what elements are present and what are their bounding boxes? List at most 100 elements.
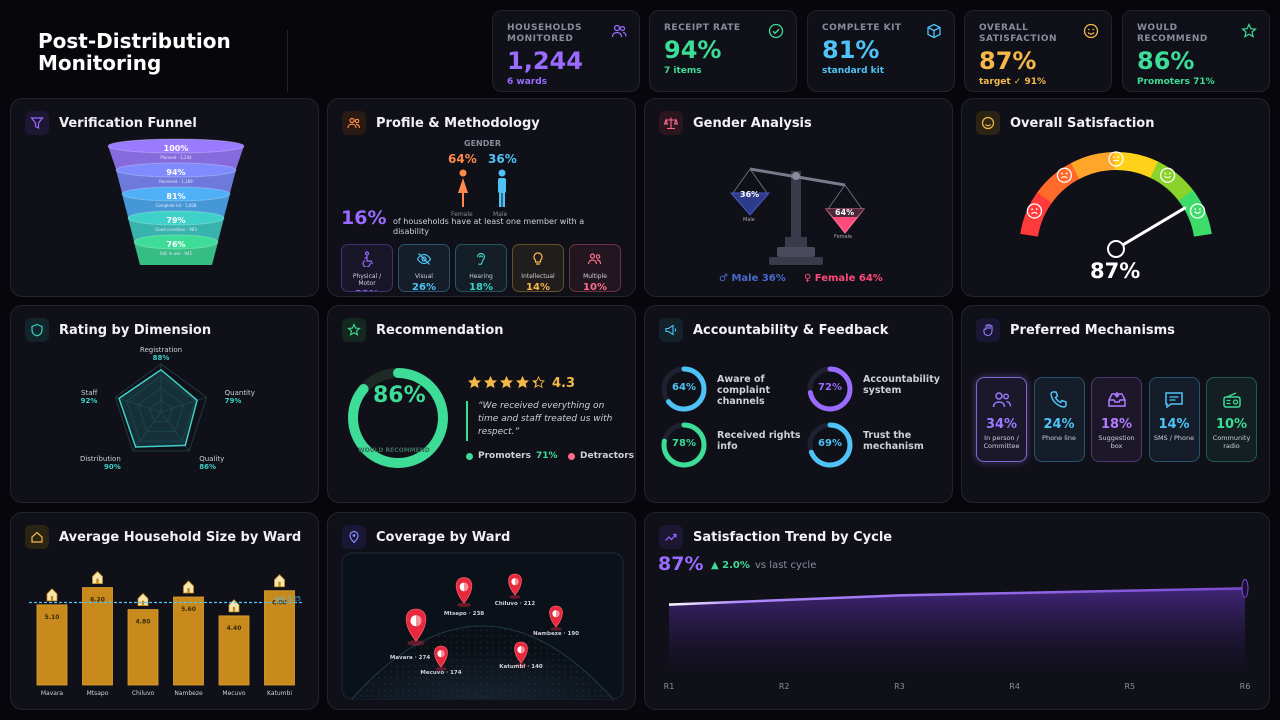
disability-pct: 16% [341,207,387,229]
preferred-mechanisms-card: Preferred Mechanisms 34% In person / Comm… [961,305,1270,503]
category-label: Mecuvo [222,690,246,697]
promoters-value: 71% [535,451,558,461]
male-pan-label: Male [743,217,755,223]
bar [36,604,68,686]
kpi-complete-kit: COMPLETE KIT 81% standard kit [807,10,955,92]
mechanism-label: In person / Committee [983,434,1020,450]
kpi-label: HOUSEHOLDS MONITORED [507,23,582,44]
disability-tile: Multiple 10% [569,244,621,292]
mechanism-tile[interactable]: 18% Suggestion box [1091,377,1142,462]
home-icon [25,525,49,549]
detractors-label: Detractors [580,451,635,461]
star-icon [500,376,513,389]
promoters-dot [466,452,473,460]
gauge-face-icon [1159,167,1176,183]
card-title: Rating by Dimension [59,322,212,338]
trend-delta: ▲ 2.0% [711,560,750,571]
map-pin-icon [342,525,366,549]
radar-axis-name: Staff [81,389,97,397]
card-title: Satisfaction Trend by Cycle [693,529,893,545]
accountability-item: 64% Aware of complaint channels [659,364,804,414]
radio-icon [1222,392,1241,408]
accountability-item: 69% Trust the mechanism [805,420,950,470]
house-icon [137,593,149,606]
gauge-segment [1178,189,1212,237]
page-title-line1: Post-Distribution [38,29,231,53]
progress-ring [661,366,707,412]
scale-icon [659,111,683,135]
funnel-pct: 94% [166,168,185,177]
trend-x-label: R4 [1009,682,1020,691]
satisfaction-trend-card: Satisfaction Trend by Cycle 87% ▲ 2.0% v… [644,512,1270,710]
house-icon [183,580,194,594]
phone-icon [1050,391,1067,408]
funnel-stage: 81% Complete kit · 1,008 [121,186,231,217]
funnel-stage: 79% Good condition · 983 [127,210,225,241]
map-pin-label: Nambeze · 190 [533,631,579,637]
kpi-label: WOULD RECOMMEND [1137,23,1208,44]
funnel-chart: 100% Planned · 1,244 94% Received · 1,169 81… [107,138,245,265]
smile-icon [1083,23,1099,39]
house-icon [274,574,285,588]
funnel-pct: 79% [166,216,185,225]
bar [173,596,204,686]
funnel-stage: 76% Still in use · 945 [133,234,219,265]
gauge-hub [1107,240,1125,258]
map-pin-label: Mecuvo · 174 [420,670,461,676]
gender-analysis-card: Gender Analysis 36% Male 64% Female ♂ Ma… [644,98,953,297]
star-icon [484,376,497,389]
category-label: Mtsapo [87,690,109,697]
box-icon [927,23,941,39]
disability-tile-label: Physical / Motor [352,273,382,287]
map-pin-icon[interactable] [434,645,448,671]
map-pin-label: Katumbi · 140 [499,664,543,670]
detractors-legend: Detractors [568,451,634,461]
mechanism-value: 18% [1100,417,1133,432]
map-pin-icon[interactable] [514,641,528,667]
kpi-value: 81% [822,36,880,64]
mechanism-tile[interactable]: 10% Community radio [1206,377,1257,462]
trend-x-label: R6 [1240,682,1251,691]
map-pin-icon[interactable] [508,573,522,599]
kpi-receipt-rate: RECEIPT RATE 94% 7 items [649,10,797,92]
header-divider [287,30,288,92]
map-pin-icon[interactable] [455,577,473,608]
rating-value: 4.3 [552,376,576,391]
radar-grid-ring [114,363,208,452]
house-icon [46,588,58,602]
mechanism-value: 10% [1215,417,1248,432]
radar-axis-value: 86% [199,463,216,471]
mechanism-tile[interactable]: 24% Phone line [1033,377,1085,462]
mechanism-tile[interactable]: 34% In person / Committee [976,377,1027,462]
accountability-label: Trust the mechanism [863,430,924,452]
satisfaction-gauge [1020,151,1212,258]
people-icon [342,111,366,135]
mechanism-tile[interactable]: 14% SMS / Phone [1148,377,1200,462]
kpi-value: 94% [664,36,722,64]
map-pin-icon[interactable] [549,605,563,631]
accountability-card: Accountability & Feedback 64% Aware of co… [644,305,953,503]
trend-delta-text: vs last cycle [755,560,817,571]
male-pct: 36% [488,152,517,166]
female-pan-label: Female [834,234,853,240]
card-title: Recommendation [376,322,504,338]
kpi-households: HOUSEHOLDS MONITORED 1,244 6 wards [492,10,640,92]
household-size-card: Average Household Size by Ward 5.10 Mavar… [10,512,319,710]
map-pin-icon[interactable] [405,608,427,646]
detractors-dot [568,452,575,460]
household-bar-chart: 5.10 Mavara 6.20 Mtsapo 4.80 Chiluvo 5.60 Nambe… [29,571,303,697]
card-title: Verification Funnel [59,115,197,131]
female-figure-icon [458,169,468,207]
accountability-item: 78% Received rights info [659,420,804,470]
disability-tile-value: 14% [526,282,550,292]
progress-ring [807,366,853,412]
mechanism-label: Suggestion box [1098,434,1135,450]
card-title: Average Household Size by Ward [59,529,302,545]
smile-icon [976,111,1000,135]
bar-value-label: 4.40 [227,625,242,632]
star-icon [342,318,366,342]
mechanism-label: Community radio [1212,434,1251,450]
eye-off-icon [416,253,432,265]
funnel-label: Complete kit · 1,008 [156,203,197,208]
